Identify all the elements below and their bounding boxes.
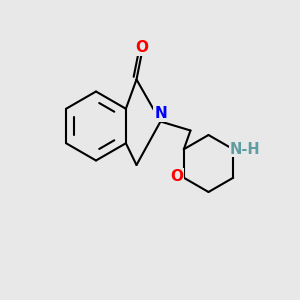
Text: O: O <box>171 169 184 184</box>
Text: N-H: N-H <box>229 142 260 157</box>
Text: O: O <box>135 40 148 55</box>
Text: N: N <box>154 106 167 122</box>
